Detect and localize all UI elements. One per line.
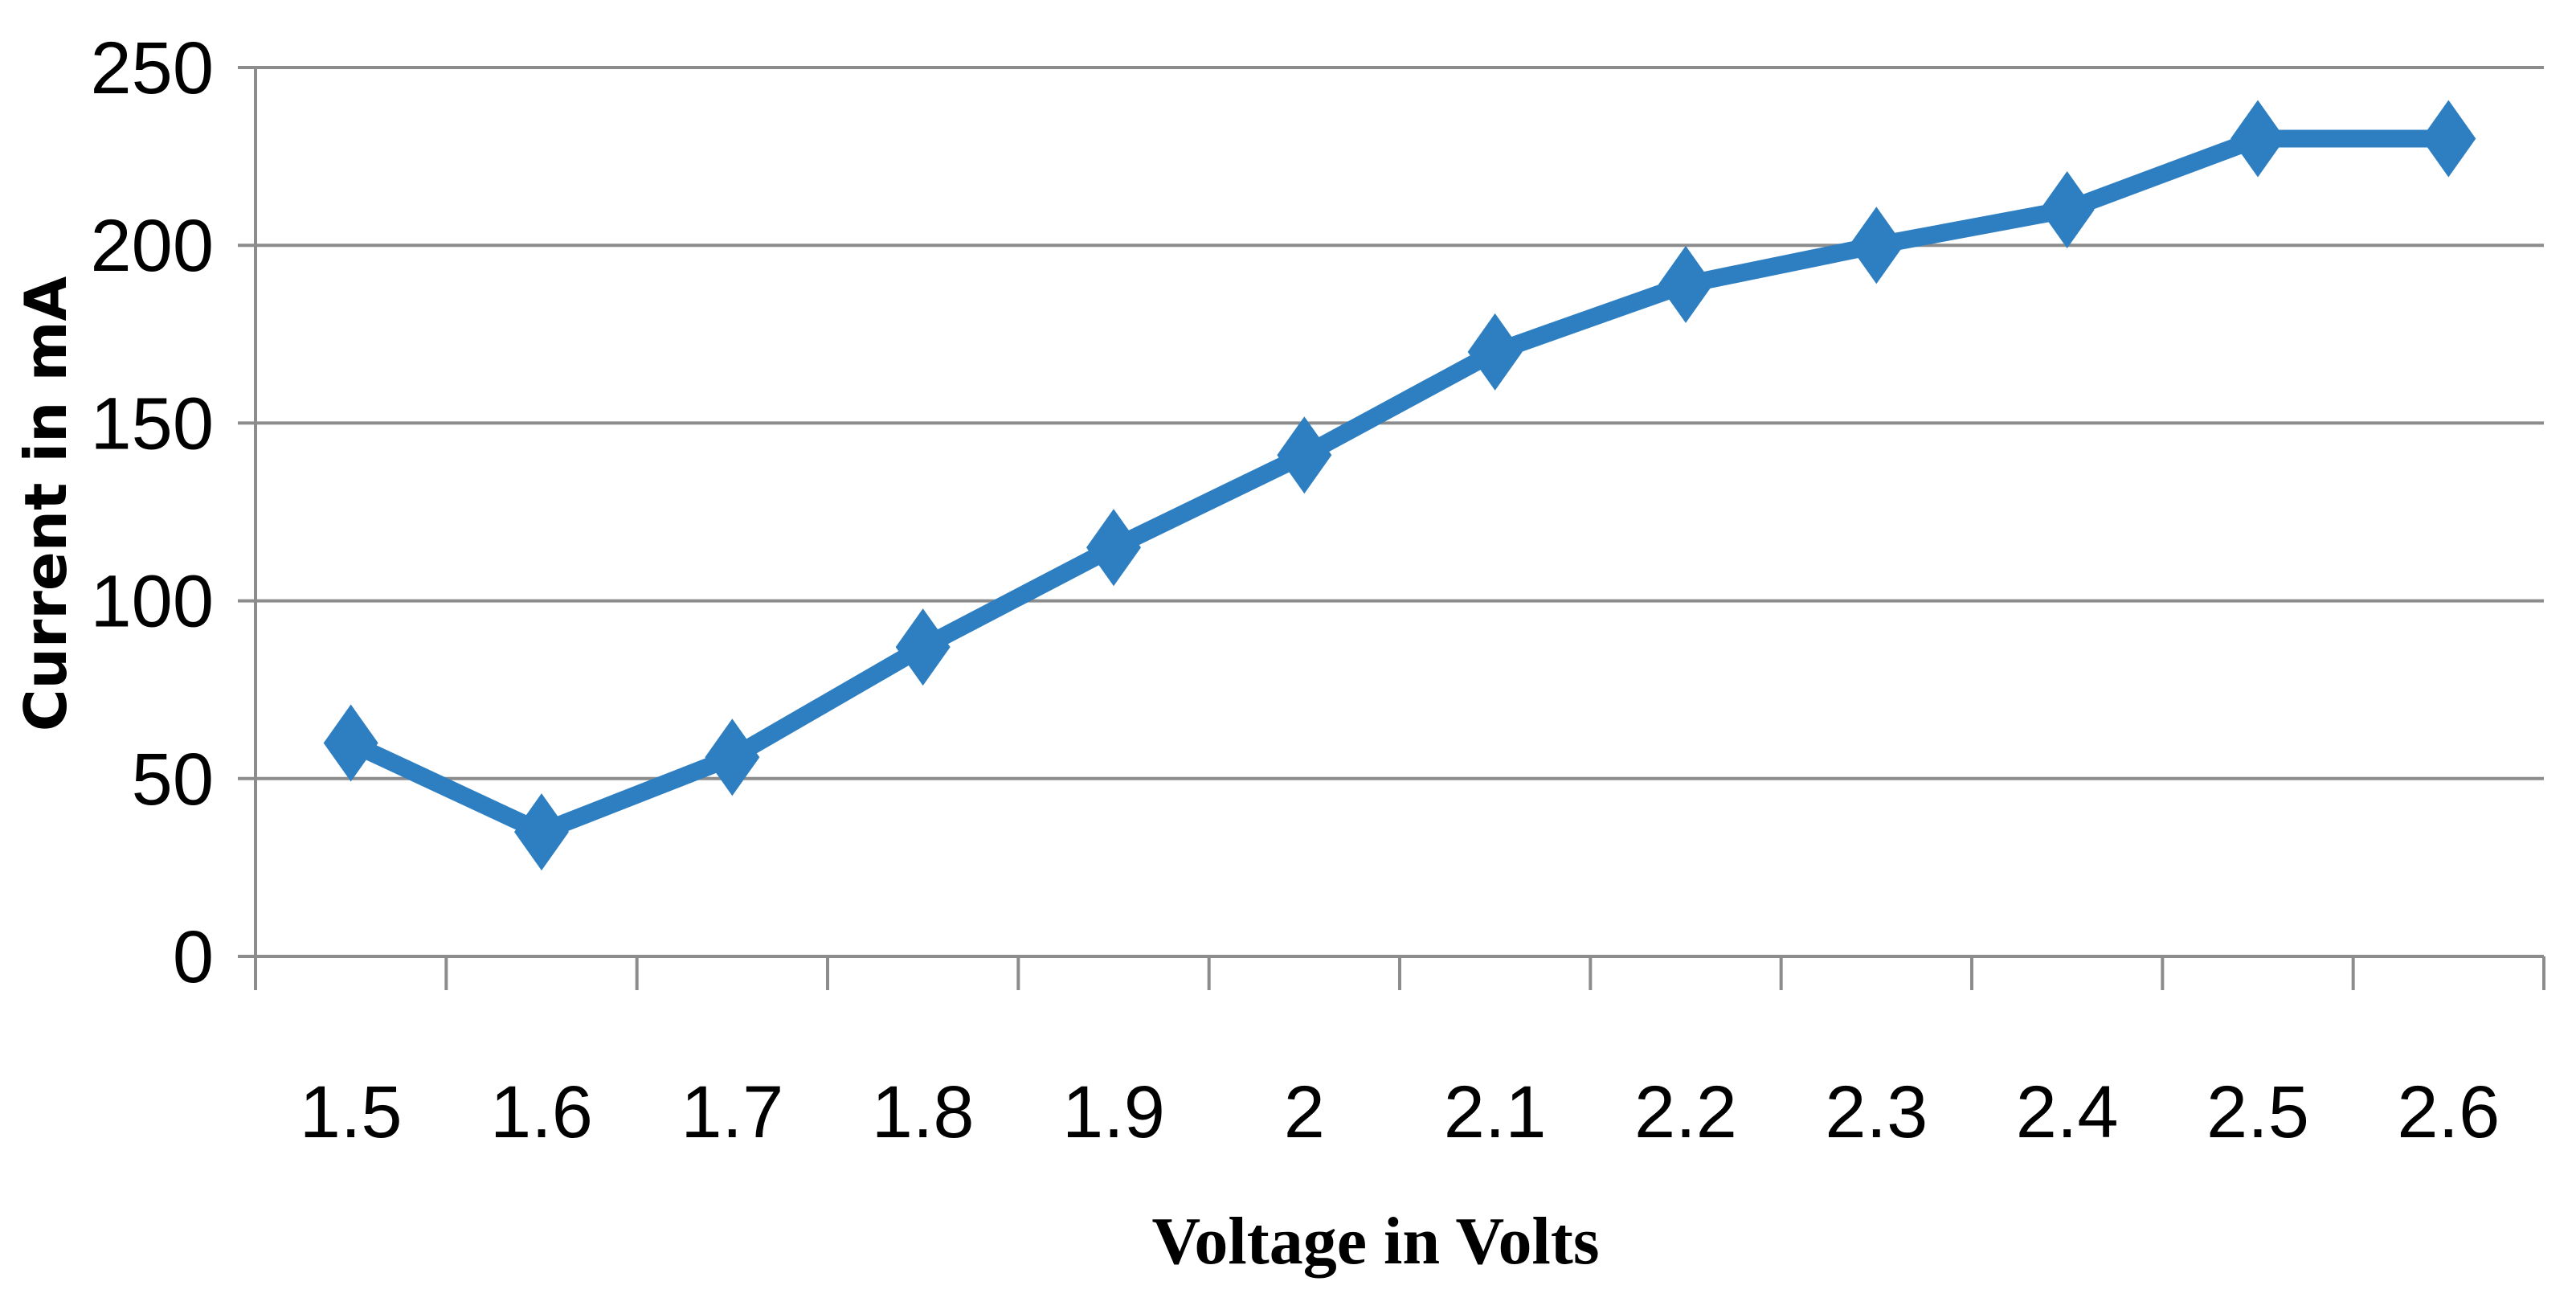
y-tick-label: 200 bbox=[91, 205, 215, 287]
series-line bbox=[341, 129, 2458, 841]
y-tick-label: 100 bbox=[91, 561, 215, 643]
x-tick-label: 2.3 bbox=[1825, 1071, 1928, 1153]
data-point-marker bbox=[2039, 170, 2095, 248]
data-point-marker bbox=[2230, 100, 2285, 178]
data-point-marker bbox=[514, 793, 569, 871]
x-tick-label: 2 bbox=[1284, 1071, 1325, 1153]
y-tick-label: 150 bbox=[91, 383, 215, 465]
y-tick-labels: 0 50 100 150 200 250 bbox=[91, 27, 215, 998]
data-point-marker bbox=[1086, 509, 1141, 587]
x-tick-label: 1.8 bbox=[872, 1071, 975, 1153]
data-point-marker bbox=[1467, 313, 1523, 391]
data-point-marker bbox=[323, 704, 378, 782]
data-point-marker bbox=[895, 608, 951, 686]
y-tick-label: 50 bbox=[132, 739, 214, 821]
y-axis-title: Current in mA bbox=[12, 276, 80, 732]
x-tick-label: 1.5 bbox=[300, 1071, 403, 1153]
x-tick-label: 2.5 bbox=[2206, 1071, 2309, 1153]
x-axis-title: Voltage in Volts bbox=[1151, 1204, 1599, 1279]
y-tick-label: 250 bbox=[91, 27, 215, 109]
gridlines bbox=[256, 66, 2544, 780]
x-tick-label: 1.6 bbox=[490, 1071, 593, 1153]
data-point-marker bbox=[1849, 207, 1904, 285]
x-tick-label: 2.6 bbox=[2397, 1071, 2500, 1153]
data-point-marker bbox=[1658, 245, 1713, 323]
x-tick-label: 1.7 bbox=[681, 1071, 783, 1153]
y-tick-label: 0 bbox=[173, 916, 214, 998]
data-point-marker bbox=[2421, 100, 2476, 178]
x-tick-label: 2.2 bbox=[1634, 1071, 1737, 1153]
x-tick-label: 2.1 bbox=[1444, 1071, 1547, 1153]
x-tick-label: 1.9 bbox=[1062, 1071, 1165, 1153]
data-point-marker bbox=[1277, 416, 1332, 494]
x-tick-labels: 1.5 1.6 1.7 1.8 1.9 2 2.1 2.2 2.3 2.4 2.5 2.6 bbox=[300, 1071, 2500, 1153]
series-layer bbox=[323, 100, 2476, 871]
axes bbox=[238, 66, 2545, 990]
x-tick-label: 2.4 bbox=[2016, 1071, 2119, 1153]
data-point-marker bbox=[705, 718, 760, 796]
